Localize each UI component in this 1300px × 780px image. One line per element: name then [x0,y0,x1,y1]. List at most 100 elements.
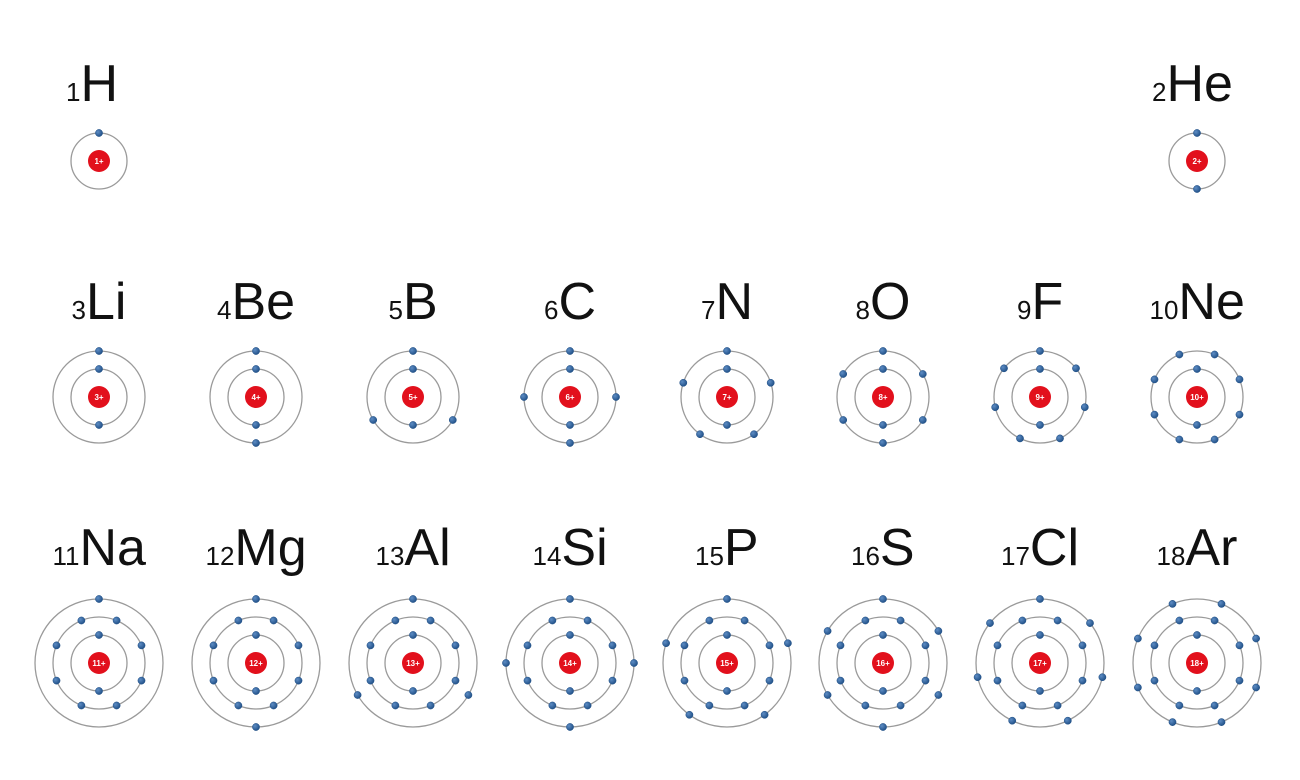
electron [896,701,905,710]
element-symbol: S [879,519,915,577]
atom-c: 6+ [520,347,620,447]
electron [879,723,887,731]
electron [548,616,557,625]
atom-h: 1+ [70,129,128,190]
nucleus [716,386,738,408]
atomic-number: 17 [1001,541,1030,571]
nucleus-charge: 16+ [876,659,890,668]
electron [566,723,574,731]
electron [252,421,260,429]
nucleus [872,386,894,408]
electron [1098,673,1107,682]
element-symbol: Be [231,273,296,331]
atom-n: 7+ [679,347,775,444]
atomic-number: 12 [205,541,235,571]
electron [1008,716,1017,725]
electron [1210,350,1219,359]
electron [252,347,260,355]
electron [1235,375,1244,384]
electron [1018,701,1027,710]
electron [1134,634,1142,643]
electron [1053,616,1062,625]
nucleus [88,386,110,408]
electron [1175,616,1184,625]
element-label-h: 1H [66,58,118,110]
atomic-number: 11 [52,541,80,571]
element-label-p: 15P [695,522,759,574]
element-label-li: 3Li [72,276,127,328]
electron [1217,718,1226,726]
electron [1150,641,1159,650]
electron [95,687,103,695]
electron [1036,631,1044,639]
electron [269,616,278,625]
element-symbol: F [1031,273,1064,331]
electron [1193,631,1201,639]
electron [879,687,887,695]
element-symbol: O [869,273,911,331]
element-symbol: Al [404,519,451,577]
electron [366,641,375,650]
element-symbol: Ar [1185,519,1238,577]
electron [1252,683,1260,692]
element-symbol: H [80,55,119,113]
element-label-al: 13Al [376,522,451,574]
electron [685,710,694,719]
nucleus [1029,386,1051,408]
electron [1210,435,1219,444]
atomic-number: 3 [71,295,86,325]
electron [77,701,86,710]
electron [766,378,775,387]
nucleus [88,150,110,172]
atomic-number: 8 [855,295,870,325]
electron [723,595,731,603]
electron [839,416,848,424]
nucleus [716,652,738,674]
nucleus-charge: 14+ [563,659,577,668]
electron [1193,687,1201,695]
nucleus-charge: 11+ [92,659,105,668]
element-label-be: 4Be [217,276,295,328]
electron [1018,616,1027,625]
nucleus [245,386,267,408]
electron [705,616,714,625]
electron [1056,434,1064,443]
electron-shell [209,616,303,710]
electron [861,616,870,625]
element-symbol: He [1166,55,1233,113]
nucleus [559,386,581,408]
electron [409,421,417,429]
nucleus [1186,386,1208,408]
nucleus-charge: 17+ [1033,659,1047,668]
element-label-f: 9F [1017,276,1063,328]
atom-f: 9+ [991,347,1089,444]
electron [409,595,417,603]
element-label-n: 7N [701,276,753,328]
element-label-cl: 17Cl [1001,522,1079,574]
electron [1080,403,1089,412]
electron [1175,350,1184,359]
electron [1036,347,1044,355]
atomic-number: 1 [66,77,81,107]
atom-he: 2+ [1168,129,1226,193]
electron [95,595,103,603]
electron [1150,676,1159,685]
electron [1036,365,1044,373]
atomic-number: 16 [851,541,880,571]
element-label-si: 14Si [533,522,608,574]
element-symbol: Mg [234,519,307,577]
electron [448,416,457,424]
electron [879,631,887,639]
electron [252,687,260,695]
nucleus-charge: 4+ [251,393,260,402]
atomic-number: 15 [695,541,724,571]
element-symbol: Na [79,519,146,577]
electron [523,676,532,685]
electron [1168,600,1177,608]
electron [823,691,832,699]
electron [696,430,704,439]
atom-cl: 17+ [973,595,1107,728]
electron [750,430,758,439]
electron [1217,600,1226,608]
electron [740,701,749,710]
